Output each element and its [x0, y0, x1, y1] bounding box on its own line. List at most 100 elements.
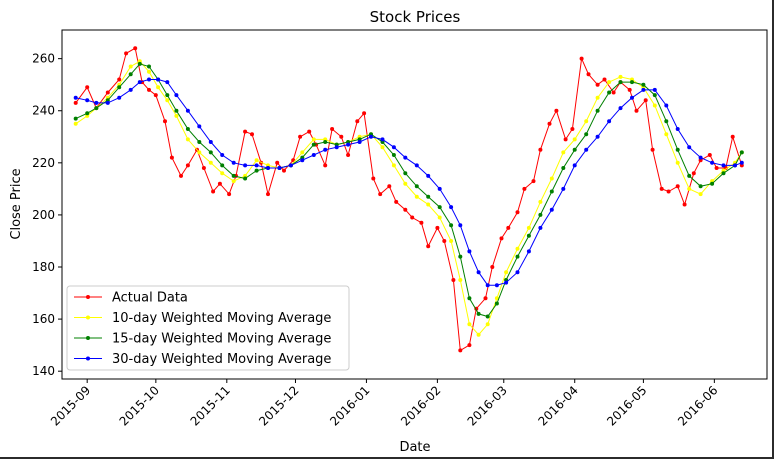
data-point — [243, 129, 248, 134]
series-3 — [73, 61, 744, 319]
data-point — [300, 158, 305, 163]
data-point — [607, 90, 612, 95]
data-point — [197, 140, 202, 144]
data-point — [675, 127, 680, 131]
data-point — [357, 140, 362, 144]
data-point — [208, 160, 213, 165]
data-point — [147, 64, 151, 69]
data-point — [231, 173, 236, 178]
data-point — [643, 98, 648, 103]
data-point — [549, 176, 554, 181]
data-point — [561, 186, 566, 191]
data-point — [387, 184, 392, 189]
data-point — [426, 194, 431, 199]
data-point — [437, 215, 442, 220]
data-point — [526, 249, 531, 254]
data-point — [723, 166, 728, 170]
data-point — [611, 90, 616, 95]
data-point — [698, 184, 703, 189]
legend-swatch-marker — [86, 336, 90, 340]
data-point — [467, 296, 472, 301]
data-point — [362, 111, 367, 116]
data-point — [403, 171, 408, 176]
data-point — [476, 332, 481, 337]
data-point — [185, 108, 190, 113]
data-point — [133, 46, 138, 51]
data-point — [652, 93, 657, 98]
data-point — [515, 246, 520, 251]
data-point — [73, 116, 78, 121]
data-point — [346, 153, 351, 157]
data-point — [476, 270, 481, 275]
data-point — [137, 61, 142, 66]
data-point — [197, 124, 202, 129]
data-point — [504, 280, 509, 285]
data-point — [515, 210, 520, 215]
data-point — [277, 166, 282, 170]
data-point — [641, 87, 646, 92]
data-point — [179, 173, 183, 178]
data-point — [641, 82, 646, 87]
data-point — [710, 181, 715, 186]
data-point — [169, 155, 174, 160]
data-point — [547, 121, 552, 126]
data-point — [554, 108, 559, 113]
x-tick-label: 2015-12 — [256, 383, 301, 428]
data-point — [163, 119, 167, 124]
data-point — [538, 147, 543, 152]
data-point — [435, 225, 440, 230]
data-point — [458, 254, 463, 259]
data-point — [197, 150, 202, 155]
data-point — [227, 192, 232, 197]
data-point — [563, 137, 568, 142]
series-4 — [73, 77, 744, 288]
data-point — [494, 283, 499, 288]
data-point — [739, 160, 744, 165]
data-point — [211, 189, 216, 194]
data-point — [707, 153, 712, 157]
data-point — [85, 111, 90, 116]
data-point — [494, 301, 499, 306]
data-point — [334, 145, 339, 150]
data-point — [579, 56, 584, 61]
data-point — [117, 85, 122, 90]
data-point — [630, 80, 634, 85]
y-tick-label: 160 — [32, 312, 55, 326]
data-point — [449, 223, 454, 228]
data-point — [371, 176, 376, 181]
series-layer — [73, 46, 744, 353]
data-point — [105, 100, 110, 105]
data-point — [266, 166, 270, 170]
data-point — [156, 85, 161, 90]
data-point — [217, 181, 222, 186]
data-point — [467, 249, 472, 254]
data-point — [549, 207, 554, 212]
data-point — [630, 95, 634, 100]
x-tick-label: 2016-06 — [675, 383, 720, 428]
data-point — [506, 225, 511, 230]
data-point — [476, 311, 481, 316]
data-point — [710, 160, 715, 165]
data-point — [483, 296, 488, 301]
data-point — [124, 51, 129, 56]
data-point — [531, 179, 536, 184]
data-point — [391, 153, 396, 157]
x-tick-label: 2015-10 — [117, 383, 162, 428]
legend-label: 30-day Weighted Moving Average — [112, 352, 331, 367]
data-point — [307, 129, 312, 134]
data-point — [721, 171, 726, 176]
data-point — [437, 205, 442, 210]
data-point — [730, 134, 735, 139]
series-line — [75, 79, 742, 286]
data-point — [515, 270, 520, 275]
data-point — [243, 176, 248, 181]
data-point — [254, 163, 259, 168]
data-point — [586, 72, 591, 77]
data-point — [561, 150, 566, 155]
data-point — [165, 98, 170, 103]
data-point — [595, 82, 600, 87]
data-point — [515, 254, 520, 259]
data-point — [311, 142, 316, 147]
x-tick-label: 2016-03 — [465, 383, 510, 428]
